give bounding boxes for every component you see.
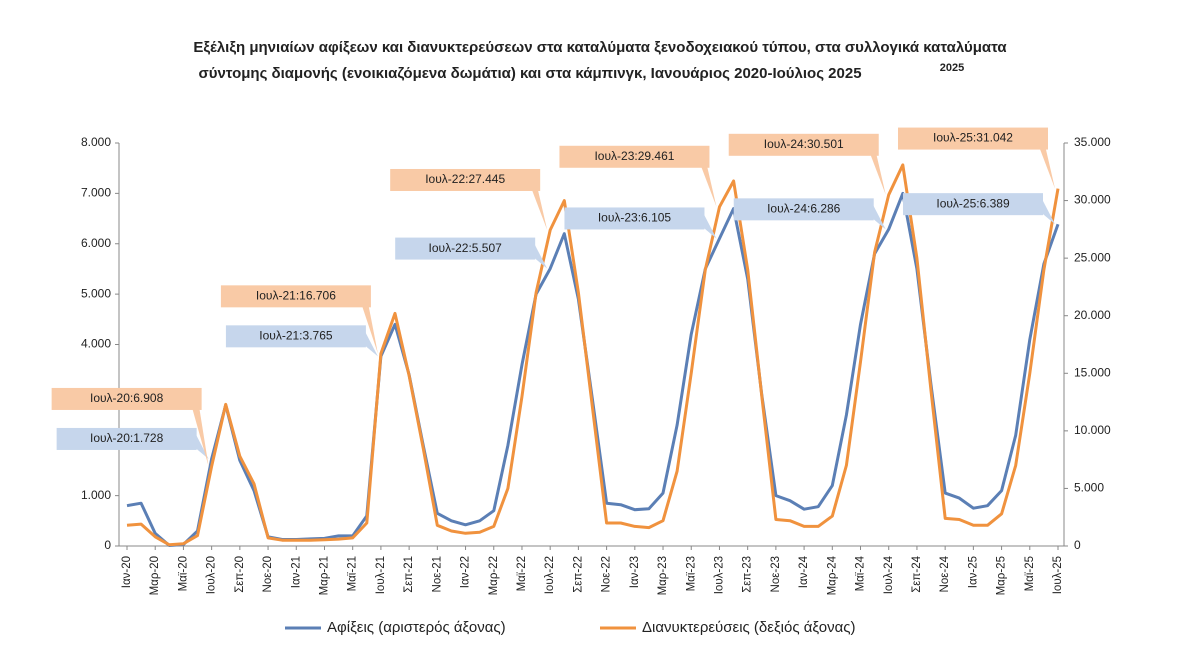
x-tick-label: Σεπ-23 xyxy=(742,556,754,593)
y2-tick-label: 35.000 xyxy=(1074,135,1111,149)
data-label: Ιουλ-25:6.389 xyxy=(936,196,1010,210)
x-tick-label: Ιουλ-21 xyxy=(375,556,387,594)
data-label: Ιουλ-25:31.042 xyxy=(933,131,1013,145)
x-tick-label: Ιουλ-20 xyxy=(206,556,218,594)
y-tick-label: 0 xyxy=(104,538,111,552)
x-tick-label: Ιαν-22 xyxy=(460,556,472,588)
x-tick-label: Νοε-20 xyxy=(262,556,274,592)
data-label: Ιουλ-20:6.908 xyxy=(90,391,164,405)
x-tick-label: Μαϊ-22 xyxy=(516,556,528,591)
callout-box xyxy=(564,207,705,230)
data-label: Ιουλ-24:6.286 xyxy=(767,202,841,216)
y2-tick-label: 30.000 xyxy=(1074,193,1111,207)
x-tick-label: Μαϊ-24 xyxy=(855,555,867,591)
data-label: Ιουλ-22:5.507 xyxy=(429,241,503,255)
x-tick-label: Ιαν-20 xyxy=(121,556,133,588)
x-tick-label: Μαρ-24 xyxy=(826,555,838,595)
callout-pointer xyxy=(866,144,886,195)
x-tick-label: Ιουλ-22 xyxy=(544,556,556,594)
y2-tick-label: 15.000 xyxy=(1074,365,1111,379)
legend-label: Αφίξεις (αριστερός άξονας) xyxy=(327,619,506,636)
y2-tick-label: 20.000 xyxy=(1074,308,1111,322)
callout-box xyxy=(559,145,710,168)
y-tick-label: 1.000 xyxy=(81,488,111,502)
x-tick-label: Νοε-24 xyxy=(939,555,951,592)
legend-label: Διανυκτερεύσεις (δεξιός άξονας) xyxy=(642,619,855,636)
x-tick-label: Μαϊ-21 xyxy=(347,556,359,591)
chart-title: Εξέλιξη μηνιαίων αφίξεων και διανυκτερεύ… xyxy=(193,39,1007,56)
callout-box xyxy=(733,198,874,221)
x-tick-label: Νοε-21 xyxy=(431,556,443,592)
callout-box xyxy=(390,168,541,191)
y2-tick-label: 25.000 xyxy=(1074,250,1111,264)
x-tick-label: Σεπ-21 xyxy=(403,556,415,593)
x-tick-label: Μαϊ-23 xyxy=(685,556,697,591)
y-tick-label: 4.000 xyxy=(81,337,111,351)
x-tick-label: Ιαν-23 xyxy=(629,556,641,588)
y-tick-label: 5.000 xyxy=(81,286,111,300)
x-tick-label: Σεπ-24 xyxy=(911,555,923,592)
y2-tick-label: 0 xyxy=(1074,538,1081,552)
callout-box xyxy=(903,193,1043,216)
x-tick-label: Ιουλ-24 xyxy=(883,555,895,594)
callout-box xyxy=(728,133,879,156)
data-label: Ιουλ-21:16.706 xyxy=(256,289,336,303)
x-tick-label: Ιαν-24 xyxy=(798,555,810,588)
y-tick-label: 6.000 xyxy=(81,236,111,250)
x-tick-label: Ιαν-21 xyxy=(290,556,302,588)
data-label: Ιουλ-23:29.461 xyxy=(594,149,674,163)
x-tick-label: Μαρ-21 xyxy=(319,556,331,595)
x-tick-label: Μαϊ-25 xyxy=(1024,556,1036,591)
callout-pointer xyxy=(528,179,548,230)
x-tick-label: Νοε-22 xyxy=(601,556,613,592)
x-tick-label: Σεπ-20 xyxy=(234,556,246,593)
callout-box xyxy=(56,427,197,450)
data-label: Ιουλ-20:1.728 xyxy=(90,431,164,445)
callout-box xyxy=(51,387,202,410)
callout-box xyxy=(898,127,1048,150)
y-tick-label: 7.000 xyxy=(81,186,111,200)
callout-box xyxy=(225,325,366,348)
data-label: Ιουλ-23:6.105 xyxy=(598,211,672,225)
data-label: Ιουλ-24:30.501 xyxy=(764,137,844,151)
x-tick-label: Μαϊ-20 xyxy=(177,556,189,591)
data-label: Ιουλ-22:27.445 xyxy=(425,172,505,186)
x-tick-label: Ιαν-25 xyxy=(967,556,979,588)
x-tick-label: Ιουλ-25 xyxy=(1052,556,1064,594)
series-line xyxy=(126,163,1060,547)
callout-pointer xyxy=(189,398,209,467)
y-tick-label: 8.000 xyxy=(81,135,111,149)
callout-box xyxy=(395,237,536,260)
series-line xyxy=(126,191,1060,547)
callout-box xyxy=(220,285,371,308)
x-tick-label: Ιουλ-23 xyxy=(713,556,725,594)
callout-pointer xyxy=(697,156,717,207)
data-label: Ιουλ-21:3.765 xyxy=(259,329,333,343)
callout-pointer xyxy=(1036,138,1055,189)
y2-tick-label: 10.000 xyxy=(1074,423,1111,437)
callout-pointer xyxy=(358,296,378,354)
x-tick-label: Μαρ-20 xyxy=(149,556,161,595)
x-tick-label: Μαρ-25 xyxy=(996,556,1008,595)
x-tick-label: Σεπ-22 xyxy=(572,556,584,593)
x-tick-label: Μαρ-23 xyxy=(657,556,669,595)
x-tick-label: Μαρ-22 xyxy=(488,556,500,595)
x-tick-label: Νοε-23 xyxy=(770,556,782,592)
y2-tick-label: 5.000 xyxy=(1074,481,1104,495)
title-note: 2025 xyxy=(940,62,964,74)
chart-title: σύντομης διαμονής (ενοικιαζόμενα δωμάτια… xyxy=(198,65,861,82)
